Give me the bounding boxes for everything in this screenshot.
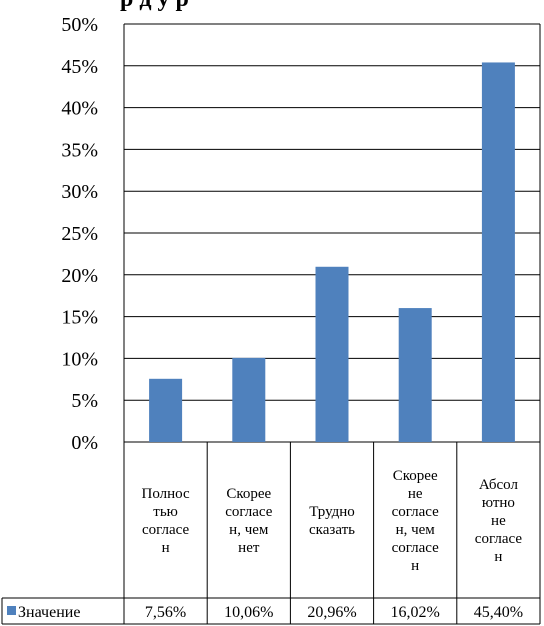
legend-swatch [7,606,16,615]
y-tick-label: 20% [61,265,98,287]
bar [398,308,432,442]
y-tick-label: 50% [61,14,98,36]
category-label: Скорее [393,468,438,484]
category-label: согласе [475,531,523,547]
y-axis-ticks: 0% 5% 10% 15% 20% 25% 30% 35% 40% 45% 50% [61,14,98,454]
bar [232,357,266,442]
data-value-label: 45,40% [474,604,523,621]
legend-label: Значение [18,604,80,621]
y-tick-label: 25% [61,223,98,245]
y-tick-label: 40% [61,98,98,120]
y-tick-label: 45% [61,56,98,78]
bar [315,266,349,442]
y-tick-label: 30% [61,181,98,203]
category-label: нет [238,540,260,556]
y-tick-label: 0% [71,432,98,454]
category-label: согласе [392,540,440,556]
data-value-label: 16,02% [391,604,440,621]
category-label: Полнос [142,486,191,502]
category-label: не [408,486,423,502]
data-value-label: 10,06% [224,604,273,621]
chart-title-fragment: р д у р [120,0,189,12]
category-label: н, чем [229,522,269,538]
category-label: Скорее [226,486,271,502]
category-label: сказать [309,522,355,538]
bar [149,378,183,442]
y-tick-label: 5% [71,390,98,412]
data-value-label: 7,56% [145,604,186,621]
category-label: н, чем [396,522,436,538]
category-label: согласе [142,522,190,538]
data-table: Полнос тью согласе н Скорее согласе н, чем нет Т… [1,442,540,625]
y-tick-label: 15% [61,307,98,329]
category-label: согласе [225,504,273,520]
category-label: тью [153,504,178,520]
y-tick-label: 10% [61,348,98,370]
bars [149,62,515,443]
category-label: ютно [482,495,515,511]
category-label: согласе [392,504,440,520]
category-label: не [491,513,506,529]
category-label: н [411,558,419,574]
category-label: н [162,540,170,556]
y-tick-label: 35% [61,139,98,161]
category-label: Абсол [479,477,519,493]
bar [481,62,515,443]
data-value-label: 20,96% [307,604,356,621]
category-label: н [494,549,502,565]
category-label: Трудно [309,504,355,520]
